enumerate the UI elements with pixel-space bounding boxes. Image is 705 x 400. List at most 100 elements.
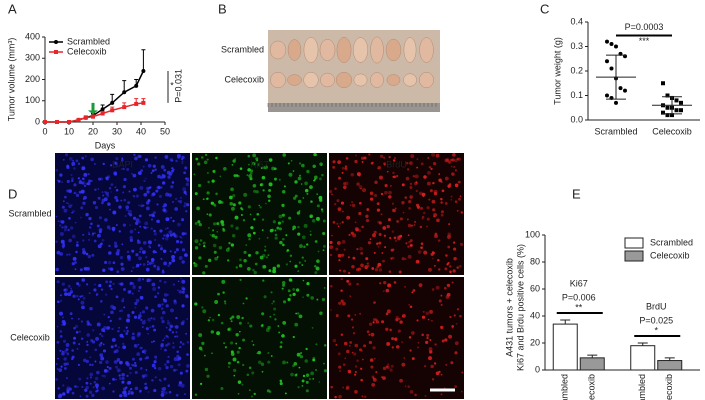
- cell-speckle: [71, 161, 76, 166]
- cell-speckle: [392, 208, 397, 213]
- cell-speckle: [108, 382, 111, 385]
- cell-speckle: [197, 183, 202, 188]
- cell-speckle: [62, 384, 65, 387]
- cell-speckle: [61, 323, 64, 326]
- cell-speckle: [162, 237, 165, 240]
- cell-speckle: [164, 391, 168, 395]
- cell-speckle: [240, 213, 243, 216]
- cell-speckle: [258, 204, 261, 207]
- cell-speckle: [455, 322, 458, 325]
- cell-speckle: [277, 325, 280, 327]
- cell-speckle: [56, 280, 60, 284]
- cell-speckle: [142, 165, 145, 168]
- cell-speckle: [364, 395, 367, 399]
- cell-speckle: [355, 154, 357, 157]
- cell-speckle: [106, 365, 109, 369]
- cell-speckle: [407, 223, 412, 228]
- cell-speckle: [185, 182, 190, 187]
- cell-speckle: [206, 191, 210, 195]
- micrograph-row-label: Scrambled: [8, 208, 51, 218]
- cell-speckle: [151, 169, 155, 173]
- cell-speckle: [451, 281, 454, 284]
- cell-speckle: [110, 191, 112, 193]
- cell-speckle: [97, 244, 102, 249]
- cell-speckle: [146, 260, 150, 264]
- cell-speckle: [171, 167, 174, 170]
- cell-speckle: [447, 235, 451, 239]
- cell-speckle: [76, 294, 79, 298]
- cell-speckle: [367, 241, 372, 245]
- cell-speckle: [332, 160, 336, 164]
- cell-speckle: [155, 189, 159, 193]
- cell-speckle: [298, 366, 301, 369]
- cell-speckle: [231, 234, 236, 238]
- cell-speckle: [340, 289, 343, 292]
- cell-speckle: [281, 213, 286, 217]
- cell-speckle: [274, 229, 277, 232]
- cell-speckle: [120, 262, 124, 266]
- cell-speckle: [408, 303, 411, 306]
- cell-speckle: [408, 240, 411, 244]
- p-value: P=0.006: [562, 292, 596, 302]
- cell-speckle: [163, 168, 167, 172]
- data-point: [134, 101, 139, 106]
- cell-speckle: [344, 181, 349, 186]
- cell-speckle: [166, 321, 171, 325]
- cell-speckle: [271, 302, 274, 305]
- cell-speckle: [318, 381, 321, 383]
- cell-speckle: [114, 161, 118, 165]
- cell-speckle: [113, 241, 118, 245]
- cell-speckle: [227, 327, 232, 331]
- cell-speckle: [183, 393, 187, 396]
- cell-speckle: [305, 373, 310, 377]
- cell-speckle: [179, 371, 183, 375]
- cell-speckle: [127, 201, 131, 205]
- cell-speckle: [71, 177, 74, 180]
- cell-speckle: [453, 241, 456, 244]
- cell-speckle: [338, 365, 342, 369]
- cell-speckle: [96, 233, 101, 238]
- cell-speckle: [195, 157, 199, 161]
- cell-speckle: [165, 365, 169, 370]
- cell-speckle: [265, 202, 267, 205]
- cell-speckle: [131, 336, 136, 340]
- cell-speckle: [288, 278, 293, 282]
- cell-speckle: [346, 279, 350, 283]
- cell-speckle: [81, 166, 86, 171]
- cell-speckle: [426, 225, 428, 228]
- cell-speckle: [235, 333, 239, 337]
- tumor: [303, 37, 319, 63]
- cell-speckle: [123, 390, 127, 395]
- cell-speckle: [261, 370, 264, 373]
- cell-speckle: [186, 203, 190, 207]
- cell-speckle: [423, 175, 427, 179]
- cell-speckle: [171, 159, 174, 162]
- cell-speckle: [295, 288, 300, 292]
- tumor: [352, 37, 369, 63]
- cell-speckle: [378, 268, 383, 272]
- cell-speckle: [157, 244, 161, 247]
- cell-speckle: [59, 330, 63, 333]
- cell-speckle: [141, 278, 145, 281]
- cell-speckle: [322, 219, 326, 223]
- cell-speckle: [254, 262, 258, 266]
- cell-speckle: [397, 236, 401, 241]
- cell-speckle: [156, 219, 160, 224]
- cell-speckle: [281, 189, 286, 194]
- cell-speckle: [177, 222, 181, 227]
- cell-speckle: [207, 258, 212, 263]
- cell-speckle: [151, 282, 156, 287]
- cell-speckle: [392, 176, 395, 178]
- cell-speckle: [403, 357, 406, 359]
- data-point: [674, 98, 679, 103]
- cell-speckle: [83, 172, 88, 177]
- cell-speckle: [299, 355, 304, 359]
- cell-speckle: [172, 259, 176, 262]
- cell-speckle: [435, 371, 440, 376]
- cell-speckle: [141, 374, 145, 378]
- cell-speckle: [314, 265, 317, 268]
- cell-speckle: [405, 161, 409, 165]
- cell-speckle: [369, 358, 374, 362]
- cell-speckle: [92, 201, 97, 205]
- cell-speckle: [297, 199, 302, 204]
